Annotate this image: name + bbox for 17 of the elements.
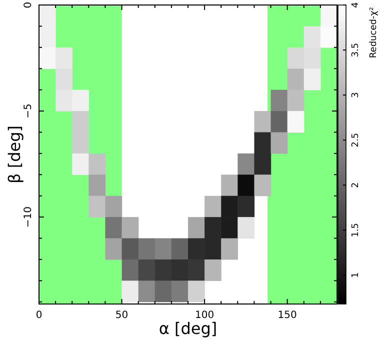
y-tick-label: −5: [23, 104, 34, 118]
color-bar-title: Reduced-χ²: [369, 6, 379, 58]
color-bar-label: 3: [351, 92, 361, 98]
x-tick-label: 50: [115, 310, 128, 321]
y-tick-label: 0: [23, 2, 34, 8]
y-axis-title: β [deg]: [5, 126, 24, 184]
x-tick-label: 100: [195, 310, 214, 321]
color-bar-label: 2: [351, 182, 361, 188]
x-axis-title: α [deg]: [158, 319, 218, 338]
color-bar-label: 1.5: [351, 222, 361, 238]
color-bar-label: 4: [351, 2, 361, 8]
color-bar-label: 3.5: [351, 42, 361, 58]
color-bar-label: 2.5: [351, 132, 361, 148]
color-bar-label: 1: [351, 272, 361, 278]
y-tick-label: −10: [23, 206, 34, 228]
x-tick-label: 0: [36, 310, 42, 321]
x-tick-label: 150: [278, 310, 297, 321]
